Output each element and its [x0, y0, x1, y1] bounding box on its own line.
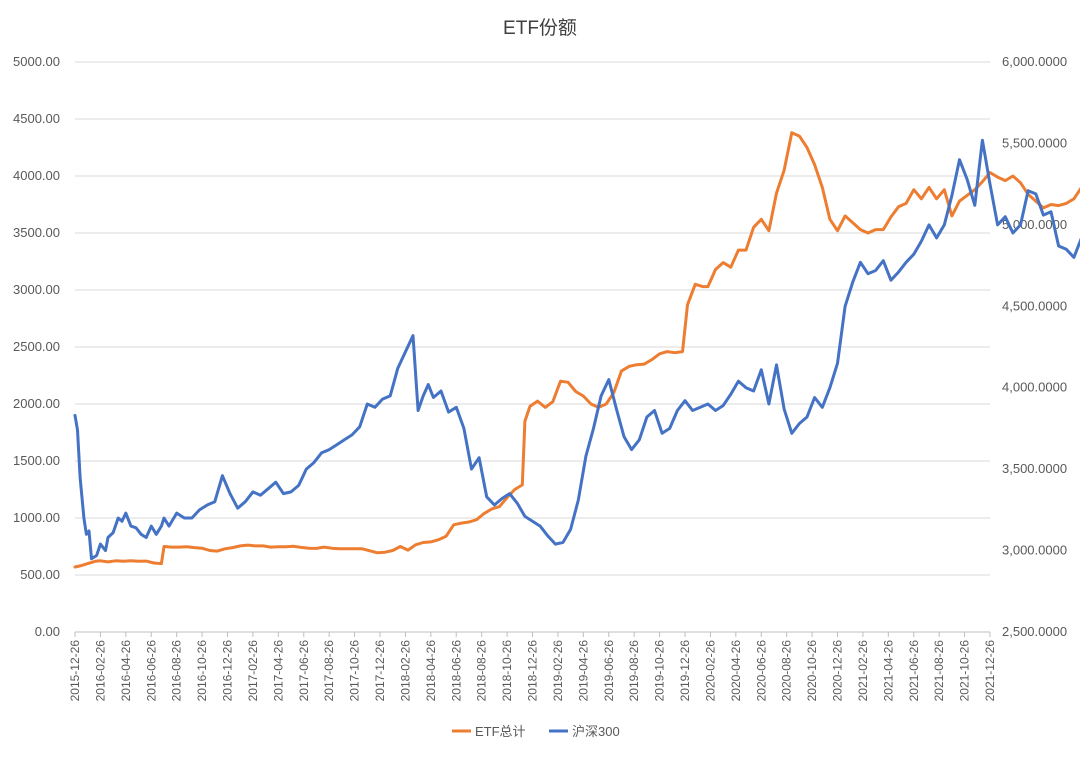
left-y-tick-label: 4000.00 — [13, 168, 60, 183]
x-tick-label: 2020-06-26 — [754, 640, 768, 702]
x-tick-label: 2017-02-26 — [246, 640, 260, 702]
x-tick-label: 2020-10-26 — [805, 640, 819, 702]
series-line-etf-total — [73, 131, 1080, 569]
x-tick-label: 2017-08-26 — [322, 640, 336, 702]
x-tick-label: 2016-02-26 — [93, 640, 107, 702]
right-y-tick-label: 4,000.0000 — [1002, 380, 1067, 395]
left-y-tick-label: 2500.00 — [13, 339, 60, 354]
x-tick-label: 2020-02-26 — [703, 640, 717, 702]
chart-title: ETF份额 — [503, 17, 577, 39]
x-tick-label: 2017-12-26 — [373, 640, 387, 702]
legend-label: ETF总计 — [475, 724, 526, 739]
right-y-tick-label: 2,500.0000 — [1002, 624, 1067, 639]
x-tick-label: 2021-02-26 — [856, 640, 870, 702]
x-tick-label: 2021-12-26 — [983, 640, 997, 702]
x-tick-label: 2017-06-26 — [297, 640, 311, 702]
series-line-hs300 — [73, 138, 1080, 561]
legend-item-etf-total[interactable]: ETF总计 — [452, 724, 526, 739]
x-tick-label: 2019-08-26 — [627, 640, 641, 702]
x-tick-label: 2018-06-26 — [449, 640, 463, 702]
right-y-tick-label: 3,000.0000 — [1002, 543, 1067, 558]
x-tick-label: 2017-04-26 — [271, 640, 285, 702]
x-tick-label: 2018-04-26 — [424, 640, 438, 702]
right-y-tick-label: 4,500.0000 — [1002, 298, 1067, 313]
left-y-tick-label: 1000.00 — [13, 510, 60, 525]
x-tick-label: 2018-08-26 — [475, 640, 489, 702]
left-y-tick-label: 3500.00 — [13, 225, 60, 240]
x-tick-label: 2016-12-26 — [221, 640, 235, 702]
left-y-tick-label: 0.00 — [35, 624, 60, 639]
x-tick-label: 2017-10-26 — [348, 640, 362, 702]
right-y-tick-label: 6,000.0000 — [1002, 54, 1067, 69]
x-tick-label: 2019-04-26 — [576, 640, 590, 702]
x-tick-label: 2020-08-26 — [780, 640, 794, 702]
x-tick-label: 2018-12-26 — [526, 640, 540, 702]
x-tick-label: 2021-08-26 — [932, 640, 946, 702]
legend-label: 沪深300 — [572, 724, 620, 739]
left-y-tick-label: 4500.00 — [13, 111, 60, 126]
x-tick-label: 2021-04-26 — [881, 640, 895, 702]
x-tick-label: 2021-06-26 — [907, 640, 921, 702]
left-y-tick-label: 3000.00 — [13, 282, 60, 297]
left-y-tick-label: 500.00 — [20, 567, 60, 582]
x-tick-label: 2020-12-26 — [831, 640, 845, 702]
right-y-tick-label: 3,500.0000 — [1002, 461, 1067, 476]
legend[interactable]: ETF总计 沪深300 — [452, 724, 620, 739]
x-tick-label: 2018-02-26 — [398, 640, 412, 702]
left-y-tick-label: 5000.00 — [13, 54, 60, 69]
x-tick-label: 2021-10-26 — [958, 640, 972, 702]
left-y-tick-label: 1500.00 — [13, 453, 60, 468]
x-tick-label: 2019-06-26 — [602, 640, 616, 702]
x-tick-label: 2019-02-26 — [551, 640, 565, 702]
x-tick-label: 2020-04-26 — [729, 640, 743, 702]
right-y-tick-label: 5,500.0000 — [1002, 135, 1067, 150]
left-y-tick-label: 2000.00 — [13, 396, 60, 411]
x-tick-label: 2016-08-26 — [170, 640, 184, 702]
x-tick-label: 2016-10-26 — [195, 640, 209, 702]
x-tick-label: 2018-10-26 — [500, 640, 514, 702]
x-tick-label: 2019-12-26 — [678, 640, 692, 702]
x-tick-label: 2016-06-26 — [144, 640, 158, 702]
series-layer — [73, 131, 1080, 569]
right-y-axis: 2,500.0000 3,000.0000 3,500.0000 4,000.0000… — [1002, 54, 1067, 639]
x-tick-label: 2015-12-26 — [68, 640, 82, 702]
gridlines — [75, 61, 990, 633]
x-tick-label: 2016-04-26 — [119, 640, 133, 702]
x-axis: 2015-12-26 2016-02-26 2016-04-26 2016-06-26… — [68, 632, 997, 701]
legend-item-hs300[interactable]: 沪深300 — [549, 724, 620, 739]
x-tick-label: 2019-10-26 — [653, 640, 667, 702]
left-y-axis: 0.00 500.00 1000.00 1500.00 2000.00 2500.00 30… — [13, 54, 60, 639]
